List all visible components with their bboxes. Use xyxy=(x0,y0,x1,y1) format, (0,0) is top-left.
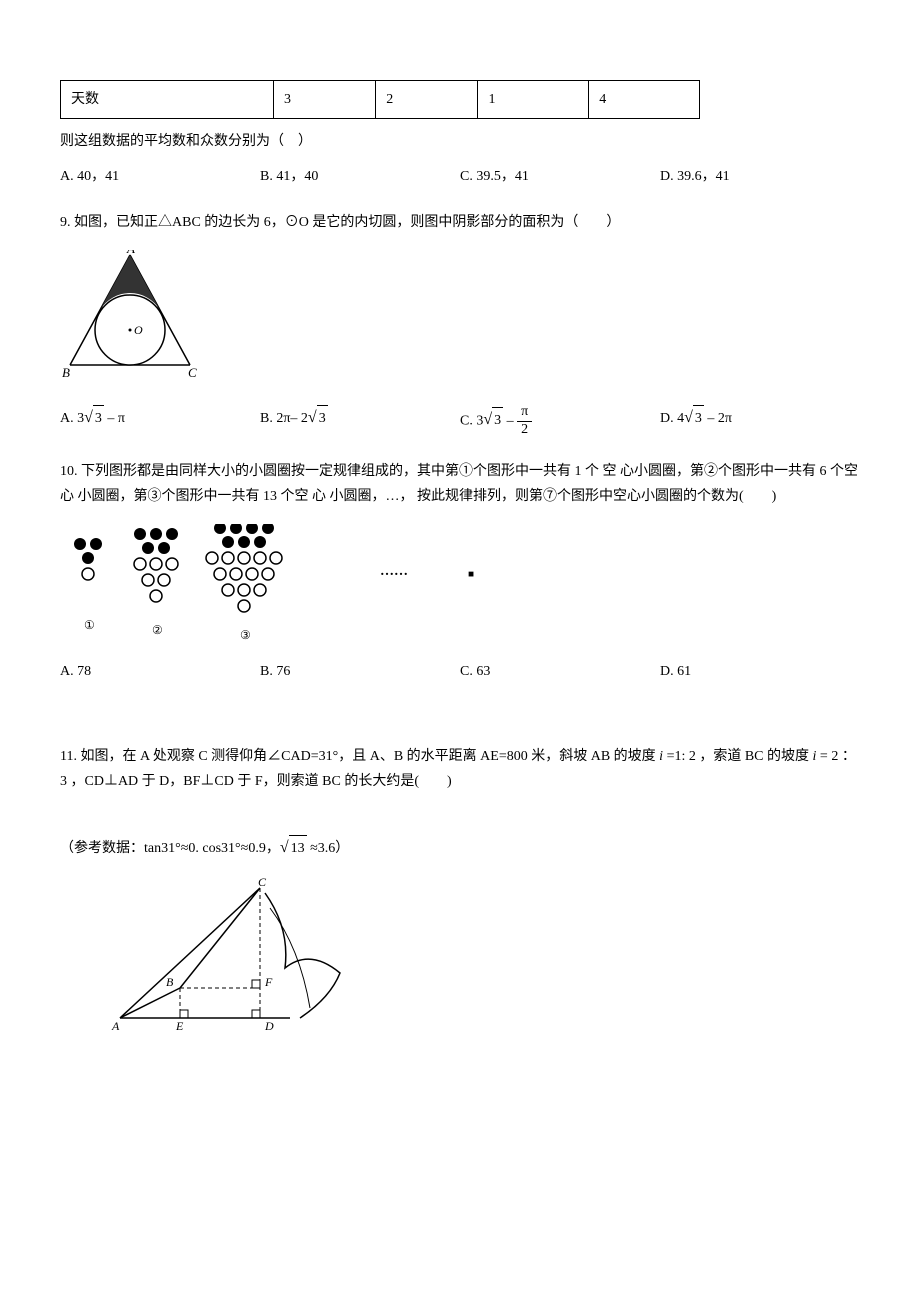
text: C. 3 xyxy=(460,413,483,428)
text: D. 4 xyxy=(660,411,684,426)
q8-options: A. 40，41 B. 41，40 C. 39.5，41 D. 39.6，41 xyxy=(60,164,860,189)
q10-options: A. 78 B. 76 C. 63 D. 61 xyxy=(60,659,860,684)
denominator: 2 xyxy=(517,422,532,439)
q9-option-a: A. 3 3 – π xyxy=(60,404,260,439)
label-two: ② xyxy=(152,623,163,637)
label-three: ③ xyxy=(240,628,251,642)
text: – π xyxy=(104,411,125,426)
cell: 2 xyxy=(376,81,478,119)
q8-option-b: B. 41，40 xyxy=(260,164,460,189)
italic-i: i xyxy=(656,749,667,764)
label-c: C xyxy=(258,878,267,889)
sqrt-arg: 3 xyxy=(317,405,328,431)
text: （参考数据：tan31°≈0. cos31°≈0.9， xyxy=(60,841,280,856)
q10-figure: ① ② ③ …… ■ xyxy=(60,524,860,644)
sqrt-arg: 3 xyxy=(693,405,704,431)
label-e: E xyxy=(175,1019,184,1033)
text: – 2π xyxy=(704,411,732,426)
q8-option-d: D. 39.6，41 xyxy=(660,164,860,189)
text: A. 3 xyxy=(60,411,84,426)
q11-figure: A B C D E F xyxy=(110,878,860,1047)
sqrt-arg: 3 xyxy=(93,405,104,431)
sqrt-arg: 3 xyxy=(492,407,503,433)
text: B. 2π– 2 xyxy=(260,411,308,426)
label-a: A xyxy=(111,1019,120,1033)
q8-option-a: A. 40，41 xyxy=(60,164,260,189)
italic-i: i xyxy=(809,749,820,764)
dots: …… xyxy=(380,559,408,644)
sqrt-icon: 3 xyxy=(483,406,503,435)
sqrt-icon: 13 xyxy=(280,834,307,863)
label-b: B xyxy=(62,365,70,380)
label-one: ① xyxy=(84,618,95,632)
text: 11. 如图，在 A 处观察 C 测得仰角∠CAD=31°，且 A、B 的水平距… xyxy=(60,749,656,764)
cell: 3 xyxy=(274,81,376,119)
label-b: B xyxy=(166,975,174,989)
label-f: F xyxy=(264,975,273,989)
q9-figure: A B C O xyxy=(60,250,860,389)
table-row: 天数 3 2 1 4 xyxy=(61,81,700,119)
numerator: π xyxy=(517,404,532,422)
label-d: D xyxy=(264,1019,274,1033)
sqrt-icon: 3 xyxy=(684,404,704,433)
q9-option-d: D. 4 3 – 2π xyxy=(660,404,860,439)
cell: 4 xyxy=(589,81,700,119)
label-a: A xyxy=(126,250,135,256)
text: – xyxy=(503,413,517,428)
q9-option-b: B. 2π– 2 3 xyxy=(260,404,460,439)
q9-option-c: C. 3 3 – π2 xyxy=(460,404,660,439)
row-label: 天数 xyxy=(61,81,274,119)
q9-options: A. 33 – π B. 2π– 23 C. 33 – π2 D. 43 – 2… xyxy=(60,404,860,439)
q11-reference: （参考数据：tan31°≈0. cos31°≈0.9， 13 ≈3.6） xyxy=(60,834,860,863)
q9-prompt: 9. 如图，已知正△ABC 的边长为 6，⊙O 是它的内切圆，则图中阴影部分的面… xyxy=(60,210,860,235)
q10-prompt: 10. 下列图形都是由同样大小的小圆圈按一定规律组成的，其中第①个图形中一共有 … xyxy=(60,459,860,509)
cell: 1 xyxy=(478,81,589,119)
label-o: O xyxy=(134,323,143,337)
text: ≈3.6） xyxy=(307,841,350,856)
q8-option-c: C. 39.5，41 xyxy=(460,164,660,189)
text: =1: 2 ，索道 BC 的坡度 xyxy=(667,749,809,764)
sqrt-icon: 3 xyxy=(84,404,104,433)
q11-prompt: 11. 如图，在 A 处观察 C 测得仰角∠CAD=31°，且 A、B 的水平距… xyxy=(60,744,860,794)
data-table: 天数 3 2 1 4 xyxy=(60,80,700,119)
q10-option-b: B. 76 xyxy=(260,659,460,684)
sqrt-arg: 13 xyxy=(289,835,307,861)
fraction: π2 xyxy=(517,404,532,439)
q10-option-a: A. 78 xyxy=(60,659,260,684)
marker: ■ xyxy=(428,566,474,644)
q8-prompt: 则这组数据的平均数和众数分别为（ ） xyxy=(60,129,860,154)
sqrt-icon: 3 xyxy=(308,404,328,433)
label-c: C xyxy=(188,365,197,380)
q10-option-c: C. 63 xyxy=(460,659,660,684)
q10-option-d: D. 61 xyxy=(660,659,860,684)
